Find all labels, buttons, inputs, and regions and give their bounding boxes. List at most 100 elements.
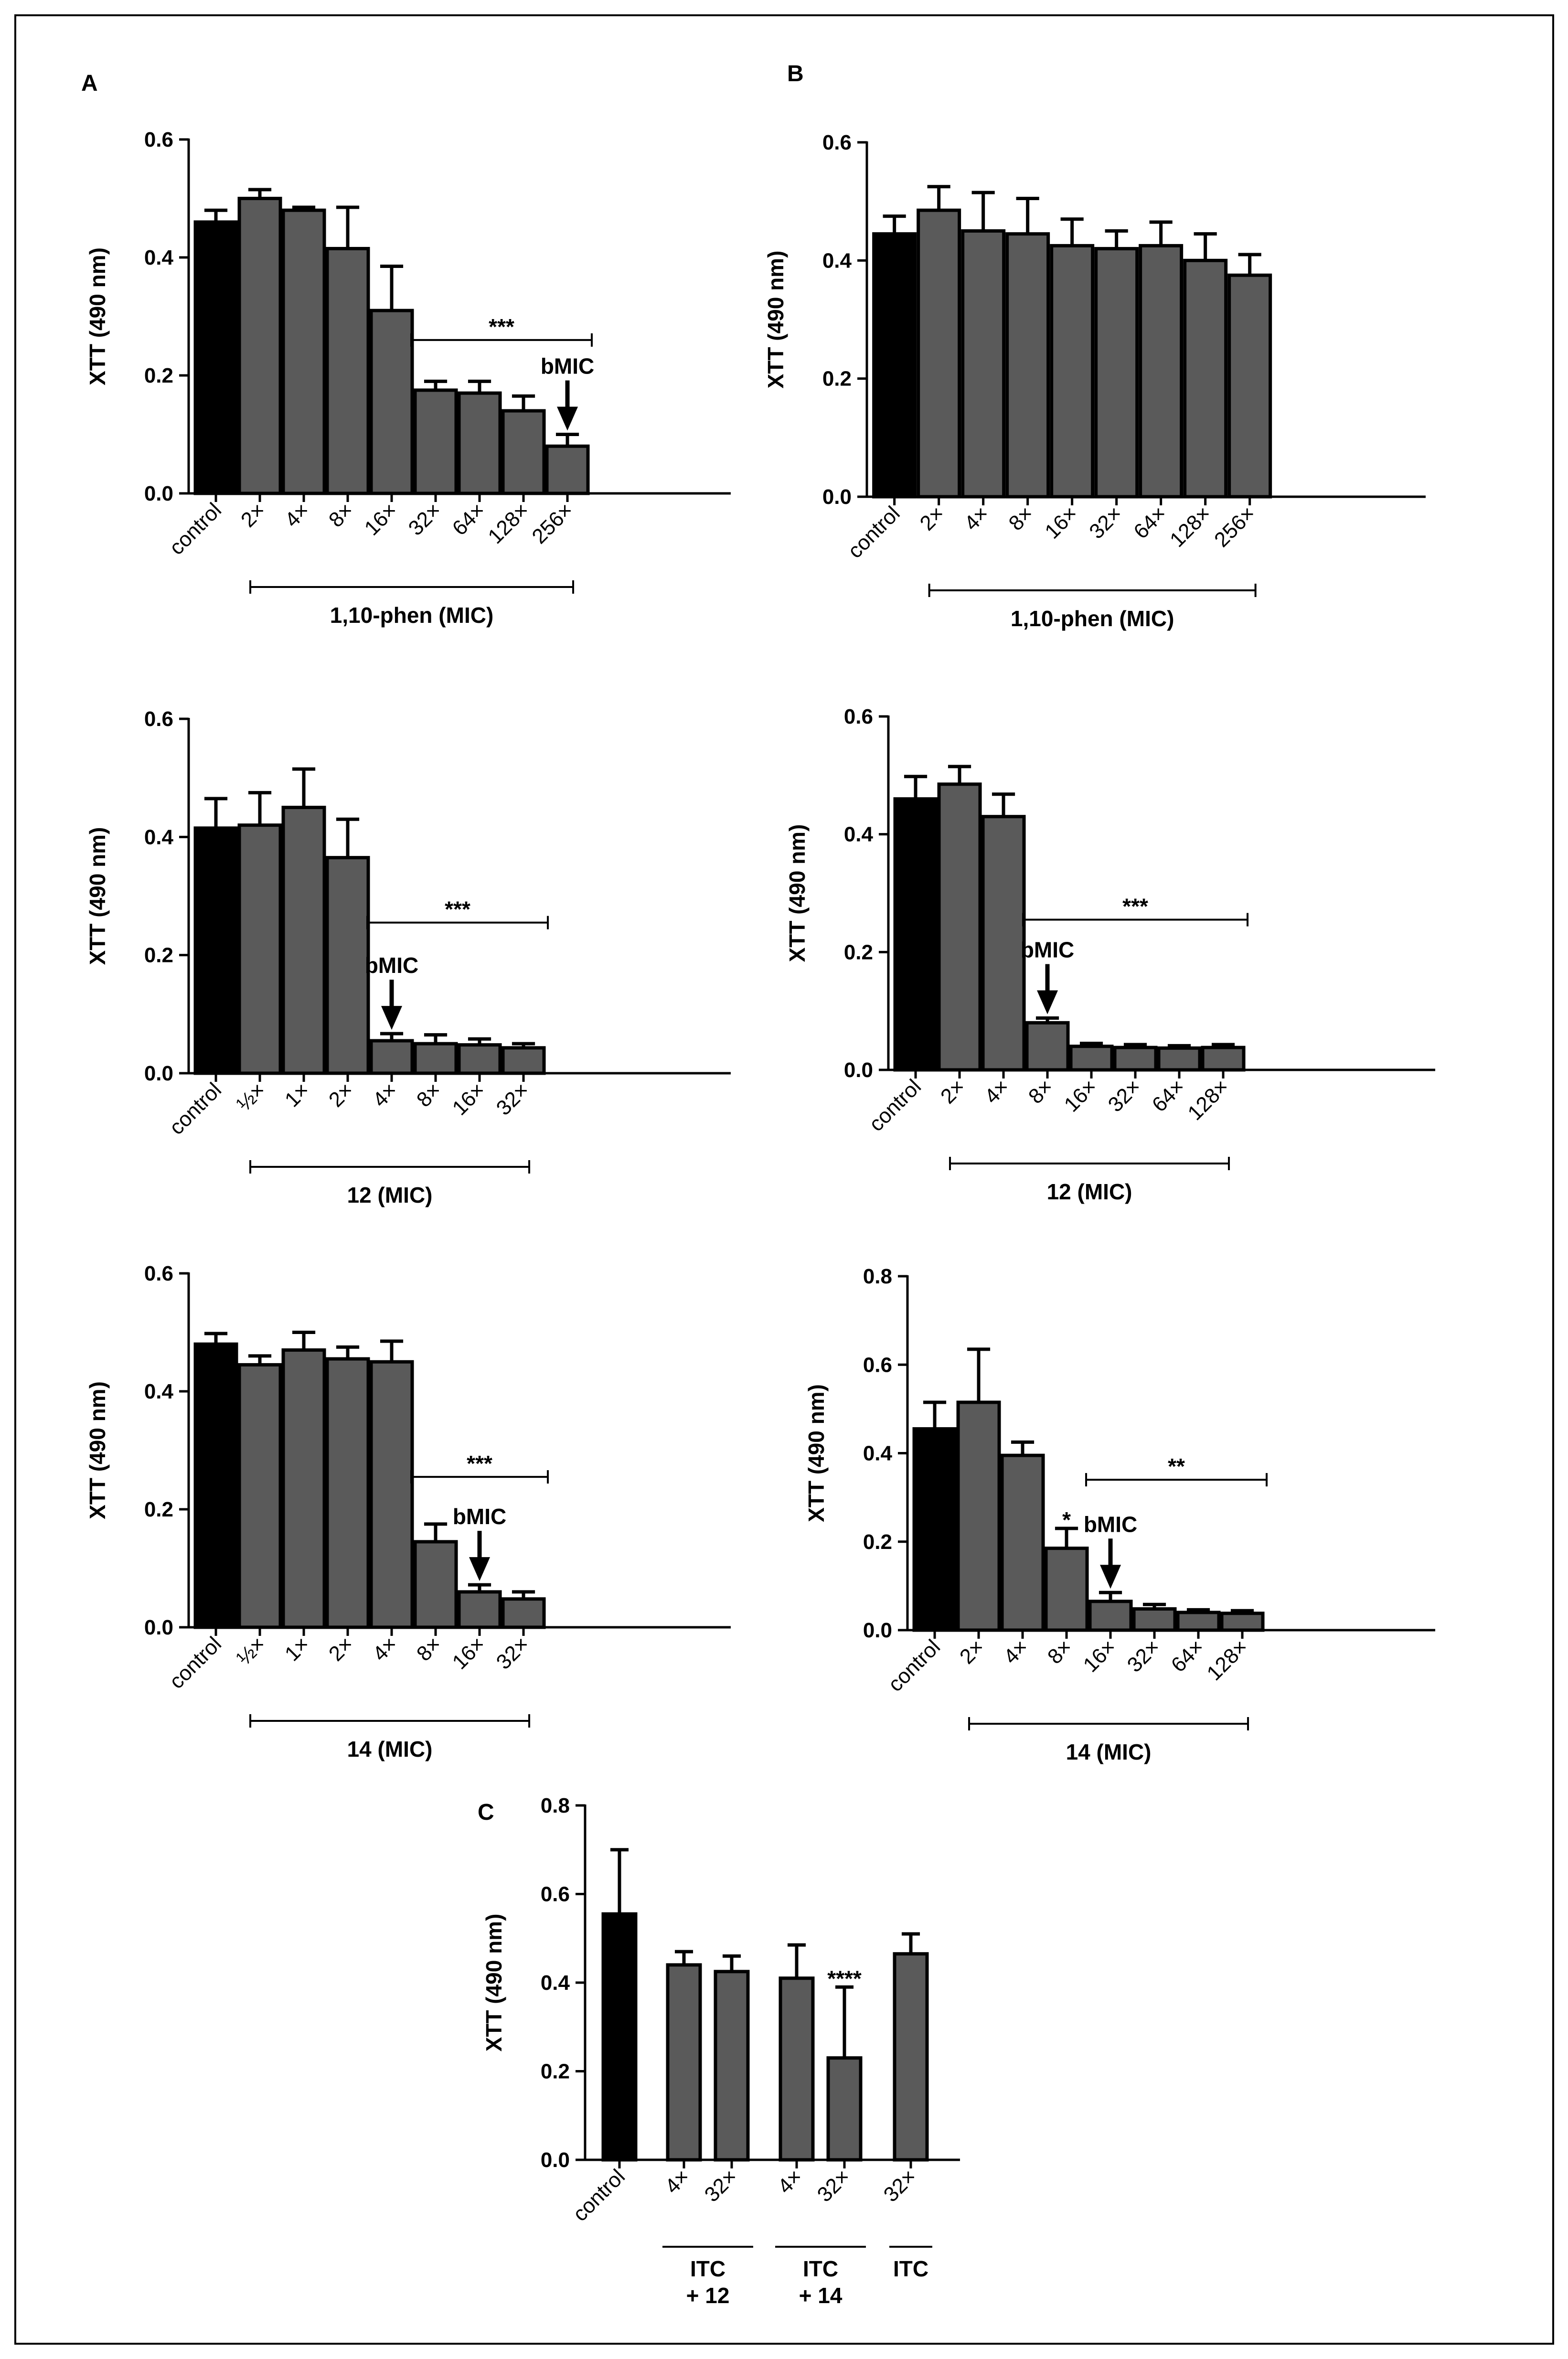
chart-b1: 0.0 0.2 0.4 0.6 XTT (490 nm) control 2× 4× 8× 16×… xyxy=(763,131,1426,631)
bar xyxy=(956,1400,1001,1632)
bmic-arrow-icon xyxy=(469,1557,491,1581)
figure-border xyxy=(14,14,1554,2345)
bar xyxy=(1005,232,1050,499)
bmic-arrow-icon xyxy=(1100,1565,1121,1589)
group-label: ITC xyxy=(893,2256,928,2281)
x-tick-label: 2× xyxy=(324,1632,358,1665)
y-tick-label: 0.4 xyxy=(844,823,874,846)
y-tick-label: 0.2 xyxy=(822,367,852,391)
significance-stars: *** xyxy=(445,897,470,922)
bar xyxy=(413,1042,458,1075)
y-tick-label: 0.2 xyxy=(144,944,173,967)
bar xyxy=(1113,1046,1158,1072)
x-tick-label: 4× xyxy=(960,502,993,535)
bar xyxy=(501,1597,546,1629)
bar xyxy=(1176,1611,1221,1632)
y-tick-label: 0.2 xyxy=(863,1530,892,1554)
x-tick-label: 2× xyxy=(955,1635,989,1668)
y-tick-label: 0.6 xyxy=(844,705,873,728)
group-label: ITC xyxy=(803,2256,838,2281)
y-axis-label: XTT (490 nm) xyxy=(804,1384,829,1522)
bar xyxy=(545,444,590,495)
x-tick-label: 128× xyxy=(483,498,533,548)
x-tick-label: 32× xyxy=(404,498,446,540)
bar xyxy=(369,1360,414,1629)
x-tick-label: control xyxy=(843,502,905,563)
bar xyxy=(193,1342,238,1629)
bar xyxy=(1094,247,1139,499)
bar xyxy=(369,1039,414,1075)
y-tick-label: 0.6 xyxy=(822,131,852,154)
bar xyxy=(893,1952,929,2162)
x-tick-label: 8× xyxy=(1043,1635,1077,1668)
bar xyxy=(237,1363,282,1629)
x-tick-label: 16× xyxy=(360,498,402,540)
bar xyxy=(501,1046,546,1075)
bmic-arrow-icon xyxy=(381,1006,403,1030)
x-tick-label: 8× xyxy=(412,1632,446,1665)
y-axis-label: XTT (490 nm) xyxy=(785,824,810,962)
x-tick-label: 16× xyxy=(448,1632,490,1674)
bar xyxy=(457,1043,502,1075)
bar xyxy=(457,391,502,495)
y-tick-label: 0.8 xyxy=(541,1794,570,1817)
x-tick-label: 1× xyxy=(280,1632,314,1665)
y-tick-label: 0.4 xyxy=(144,246,174,269)
y-tick-label: 0.4 xyxy=(822,249,852,272)
x-tick-label: 64× xyxy=(1148,1075,1189,1116)
bar xyxy=(281,806,326,1075)
x-tick-label: control xyxy=(884,1635,945,1696)
y-axis-label: XTT (490 nm) xyxy=(85,247,110,385)
bar xyxy=(714,1970,750,2162)
x-tick-label: 4× xyxy=(980,1075,1013,1108)
group-label: 14 (MIC) xyxy=(1066,1740,1152,1764)
bar xyxy=(1220,1612,1265,1632)
bar xyxy=(666,1963,702,2162)
x-tick-label: 8× xyxy=(412,1078,446,1111)
y-tick-label: 0.4 xyxy=(144,1380,174,1403)
x-tick-label: 256× xyxy=(527,498,577,548)
x-tick-label: 32× xyxy=(1104,1075,1145,1116)
group-label: 12 (MIC) xyxy=(1047,1179,1132,1204)
x-tick-label: 32× xyxy=(879,2165,921,2206)
y-tick-label: 0.2 xyxy=(541,2060,570,2083)
x-tick-label: 4× xyxy=(661,2165,694,2198)
bar xyxy=(281,208,326,495)
bar xyxy=(369,309,414,495)
x-tick-label: 8× xyxy=(1024,1075,1057,1108)
chart-a1: 0.0 0.2 0.4 0.6 XTT (490 nm) control 2× 4× 8× 16×… xyxy=(85,128,731,628)
y-tick-label: 0.4 xyxy=(863,1442,893,1465)
x-tick-label: 128× xyxy=(1202,1635,1252,1685)
y-tick-label: 0.0 xyxy=(863,1619,892,1642)
bar xyxy=(1132,1607,1177,1632)
y-tick-label: 0.0 xyxy=(144,1062,173,1085)
x-tick-label: 4× xyxy=(999,1635,1033,1668)
bar xyxy=(325,1357,370,1629)
significance-stars: ** xyxy=(1168,1454,1185,1479)
y-tick-label: 0.6 xyxy=(863,1353,892,1377)
y-tick-label: 0.2 xyxy=(844,940,873,964)
x-tick-label: 256× xyxy=(1210,502,1260,552)
bar xyxy=(826,2056,863,2162)
y-axis-label: XTT (490 nm) xyxy=(481,1914,506,2052)
bar xyxy=(1139,244,1184,499)
bmic-label: bMIC xyxy=(365,953,418,978)
x-tick-label: 64× xyxy=(448,498,490,540)
bar xyxy=(601,1912,638,2162)
x-tick-label: 32× xyxy=(1085,502,1126,543)
group-label: 1,10-phen (MIC) xyxy=(1011,606,1174,631)
bmic-label: bMIC xyxy=(1021,937,1074,962)
y-tick-label: 0.6 xyxy=(144,1262,173,1285)
x-tick-label: 32× xyxy=(700,2165,742,2206)
x-tick-label: 2× xyxy=(936,1075,970,1108)
x-tick-label: 2× xyxy=(324,1078,358,1111)
significance-stars: **** xyxy=(827,1966,862,1991)
group-label-line2: + 12 xyxy=(686,2283,730,2308)
bmic-arrow-icon xyxy=(557,406,578,431)
bar xyxy=(1050,244,1095,499)
x-tick-label: control xyxy=(864,1075,926,1136)
bar xyxy=(193,220,238,495)
significance-stars: *** xyxy=(1122,894,1148,919)
bar xyxy=(1000,1453,1045,1632)
